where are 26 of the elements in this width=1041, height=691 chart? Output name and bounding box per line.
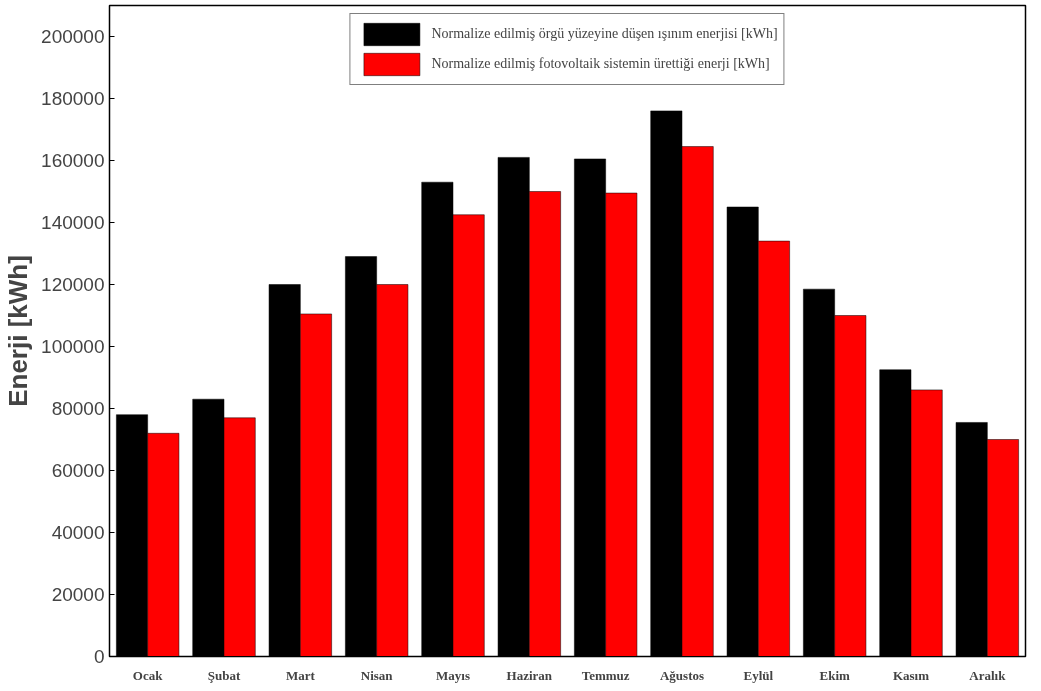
y-tick-label: 20000 (51, 584, 105, 605)
y-tick-label: 120000 (41, 274, 105, 295)
y-tick-label: 180000 (41, 88, 105, 109)
x-tick-label: Mart (285, 667, 316, 683)
x-tick-label: Ekim (819, 667, 851, 683)
y-tick-label: 100000 (41, 336, 105, 357)
x-tick-label: Mayıs (436, 667, 470, 683)
x-tick-label: Haziran (506, 667, 553, 683)
x-tick-label: Eylül (743, 667, 774, 683)
y-axis-title: Enerji [kWh] (3, 255, 34, 407)
y-tick-label: 60000 (51, 460, 105, 481)
y-tick-label: 140000 (41, 212, 105, 233)
legend-label: Normalize edilmiş fotovoltaik sistemin ürettiği enerji [kWh] (431, 56, 770, 72)
y-tick-label: 40000 (51, 522, 105, 543)
y-tick-label: 160000 (41, 150, 105, 171)
y-tick-label: 200000 (41, 26, 105, 47)
x-tick-label: Temmuz (581, 667, 630, 683)
x-tick-label: Ocak (132, 667, 164, 683)
legend-label: Normalize edilmiş örgü yüzeyine düşen ışınım enerjisi [kWh] (431, 26, 778, 42)
y-tick-label: 0 (93, 646, 105, 667)
x-tick-label: Şubat (207, 667, 241, 683)
x-tick-label: Ağustos (659, 667, 705, 683)
x-tick-label: Kasım (892, 667, 930, 683)
y-tick-label: 80000 (51, 398, 105, 419)
x-tick-label: Aralık (969, 667, 1007, 683)
x-tick-label: Nisan (360, 667, 394, 683)
